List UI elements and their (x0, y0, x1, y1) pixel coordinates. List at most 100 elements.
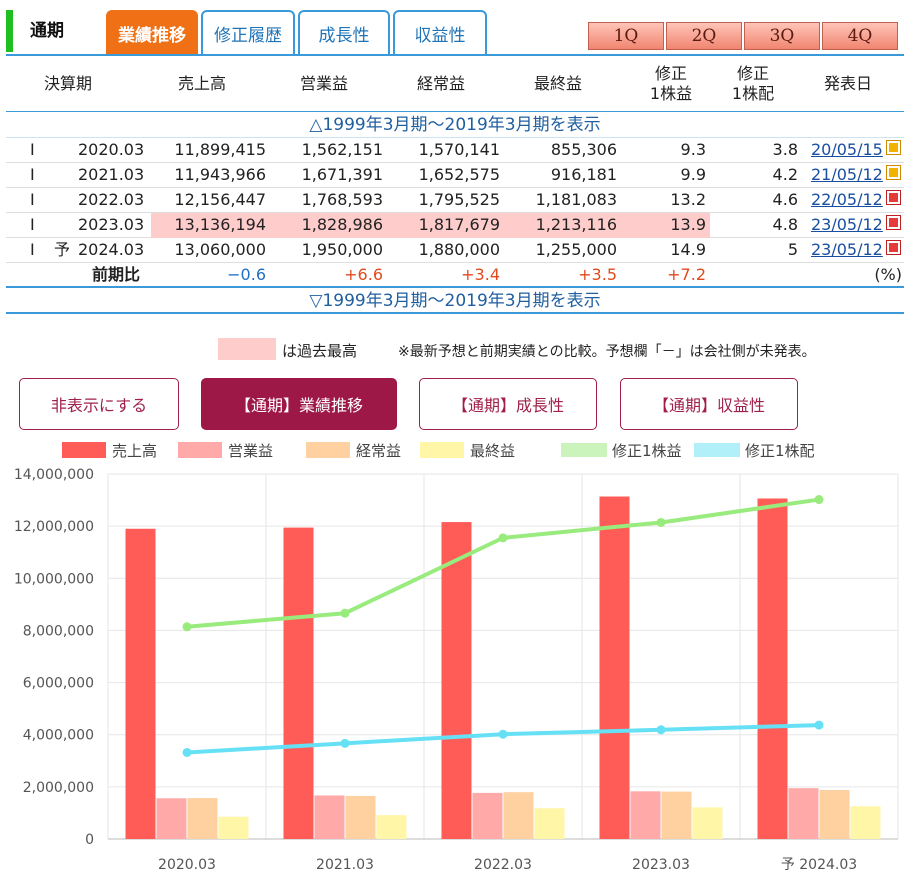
table-header: 決算期 売上高 営業益 経常益 最終益 修正 1株益 修正 1株配 発表日 (6, 54, 904, 112)
quarter-2q-button[interactable]: 2Q (666, 22, 742, 50)
earnings-table: 決算期 売上高 営業益 経常益 最終益 修正 1株益 修正 1株配 発表日 △1… (6, 54, 904, 314)
legend-swatch (62, 442, 106, 458)
calendar-icon[interactable] (886, 140, 901, 155)
point-修正1株益 (340, 608, 350, 618)
header-dividend-line2: 1株配 (731, 84, 775, 103)
legend-label: 最終益 (470, 442, 515, 460)
bar-売上高 (283, 527, 314, 839)
tab-bar: 通期 業績推移 修正履歴 成長性 収益性 1Q 2Q 3Q 4Q (0, 0, 921, 54)
header-eps-line2: 1株益 (649, 84, 693, 103)
show-older-toggle-top[interactable]: △1999年3月期～2019年3月期を表示 (6, 112, 904, 138)
row-period: 2024.03 (78, 240, 145, 259)
legend-label: 売上高 (112, 442, 157, 460)
ratio-operating: +6.6 (344, 265, 383, 284)
ratio-unit: (%) (874, 265, 902, 284)
record-high-label: は過去最高 (282, 342, 358, 360)
hide-chart-button[interactable]: 非表示にする (19, 378, 179, 430)
legend-swatch (178, 442, 222, 458)
bar-経常益 (187, 798, 218, 839)
row-eps: 14.9 (670, 240, 706, 259)
y-tick-label: 6,000,000 (23, 676, 94, 692)
row-type: I (30, 240, 35, 259)
row-eps: 9.3 (680, 140, 706, 159)
row-announce-date-link[interactable]: 22/05/12 (811, 190, 883, 209)
point-修正1株益 (656, 517, 666, 527)
bar-経常益 (819, 789, 850, 839)
point-修正1株益 (814, 495, 824, 505)
row-eps: 13.2 (670, 190, 706, 209)
point-修正1株益 (182, 622, 192, 632)
quarter-1q-button[interactable]: 1Q (588, 22, 664, 50)
table-row: I 2022.03 12,156,447 1,768,593 1,795,525 1,18… (6, 188, 904, 213)
earnings-chart: 売上高 営業益 経常益 最終益 修正1株益 修正1株配 0 2,000,000 4,000,00… (14, 442, 899, 873)
row-dividend: 4.6 (772, 190, 798, 209)
quarter-3q-button[interactable]: 3Q (744, 22, 820, 50)
bar-売上高 (757, 498, 788, 839)
row-announce-date-link[interactable]: 21/05/12 (811, 165, 883, 184)
yoy-ratio-row: 前期比 −0.6 +6.6 +3.4 +3.5 +7.2 (%) (6, 263, 904, 288)
comparison-note: ※最新予想と前期実績との比較。予想欄「－」は会社側が未発表。 (398, 344, 816, 360)
show-older-toggle-bottom[interactable]: ▽1999年3月期～2019年3月期を表示 (6, 288, 904, 314)
row-sales: 11,943,966 (174, 165, 266, 184)
tab-growth[interactable]: 成長性 (298, 10, 390, 54)
ratio-sales: −0.6 (227, 265, 266, 284)
tab-performance[interactable]: 業績推移 (106, 10, 198, 54)
row-net-profit: 1,181,083 (535, 190, 617, 209)
ratio-label: 前期比 (92, 265, 141, 284)
point-修正1株配 (340, 738, 350, 748)
y-tick-label: 2,000,000 (23, 780, 94, 796)
quarter-4q-button[interactable]: 4Q (822, 22, 898, 50)
tab-profitability[interactable]: 収益性 (393, 10, 487, 54)
table-row: I 予 2024.03 13,060,000 1,950,000 1,880,000 1,2… (6, 238, 904, 263)
bar-最終益 (850, 806, 881, 839)
chart-performance-button[interactable]: 【通期】業績推移 (201, 378, 397, 430)
ratio-net: +3.5 (578, 265, 617, 284)
pdf-icon[interactable] (886, 215, 901, 230)
calendar-icon[interactable] (886, 165, 901, 180)
point-修正1株配 (498, 729, 508, 739)
legend-label: 経常益 (356, 442, 401, 460)
bar-営業益 (472, 792, 503, 839)
legend-label: 営業益 (228, 442, 273, 460)
row-sales: 11,899,415 (174, 140, 266, 159)
x-tick-label: 2020.03 (158, 857, 216, 873)
bar-経常益 (345, 795, 376, 839)
row-announce-date-link[interactable]: 23/05/12 (811, 215, 883, 234)
row-dividend: 3.8 (772, 140, 798, 159)
tab-revision-history[interactable]: 修正履歴 (201, 10, 295, 54)
line-修正1株配 (186, 723, 820, 755)
header-net-profit: 最終益 (534, 74, 583, 93)
legend-label: 修正1株配 (745, 442, 815, 460)
row-operating-profit: 1,950,000 (301, 240, 383, 259)
row-forecast-mark: 予 (54, 240, 71, 259)
row-announce-date-link[interactable]: 20/05/15 (811, 140, 883, 159)
line-修正1株益 (186, 497, 820, 629)
row-net-profit: 916,181 (550, 165, 617, 184)
chart-growth-button[interactable]: 【通期】成長性 (419, 378, 597, 430)
pdf-icon[interactable] (886, 190, 901, 205)
bar-売上高 (441, 522, 472, 839)
row-eps: 9.9 (680, 165, 706, 184)
header-announce-date: 発表日 (824, 74, 873, 93)
bar-最終益 (692, 807, 723, 839)
period-label: 通期 (30, 21, 64, 41)
record-high-highlight (151, 213, 710, 238)
row-announce-date-link[interactable]: 23/05/12 (811, 240, 883, 259)
header-ordinary-profit: 経常益 (417, 74, 466, 93)
record-high-note: は過去最高 ※最新予想と前期実績との比較。予想欄「－」は会社側が未発表。 (0, 338, 921, 360)
bar-売上高 (599, 496, 630, 839)
point-修正1株益 (498, 533, 508, 543)
legend-swatch (420, 442, 464, 458)
pdf-icon[interactable] (886, 240, 901, 255)
y-tick-label: 4,000,000 (23, 728, 94, 744)
header-eps-line1: 修正 (654, 64, 687, 83)
bar-最終益 (218, 816, 249, 839)
point-修正1株配 (814, 720, 824, 730)
table-body: I 2020.03 11,899,415 1,562,151 1,570,141 855,… (6, 138, 904, 263)
ratio-ordinary: +3.4 (461, 265, 500, 284)
header-dividend-line1: 修正 (736, 64, 769, 83)
chart-profitability-button[interactable]: 【通期】収益性 (620, 378, 798, 430)
row-sales: 13,136,194 (174, 215, 266, 234)
row-net-profit: 1,213,116 (535, 215, 617, 234)
row-type: I (30, 140, 35, 159)
